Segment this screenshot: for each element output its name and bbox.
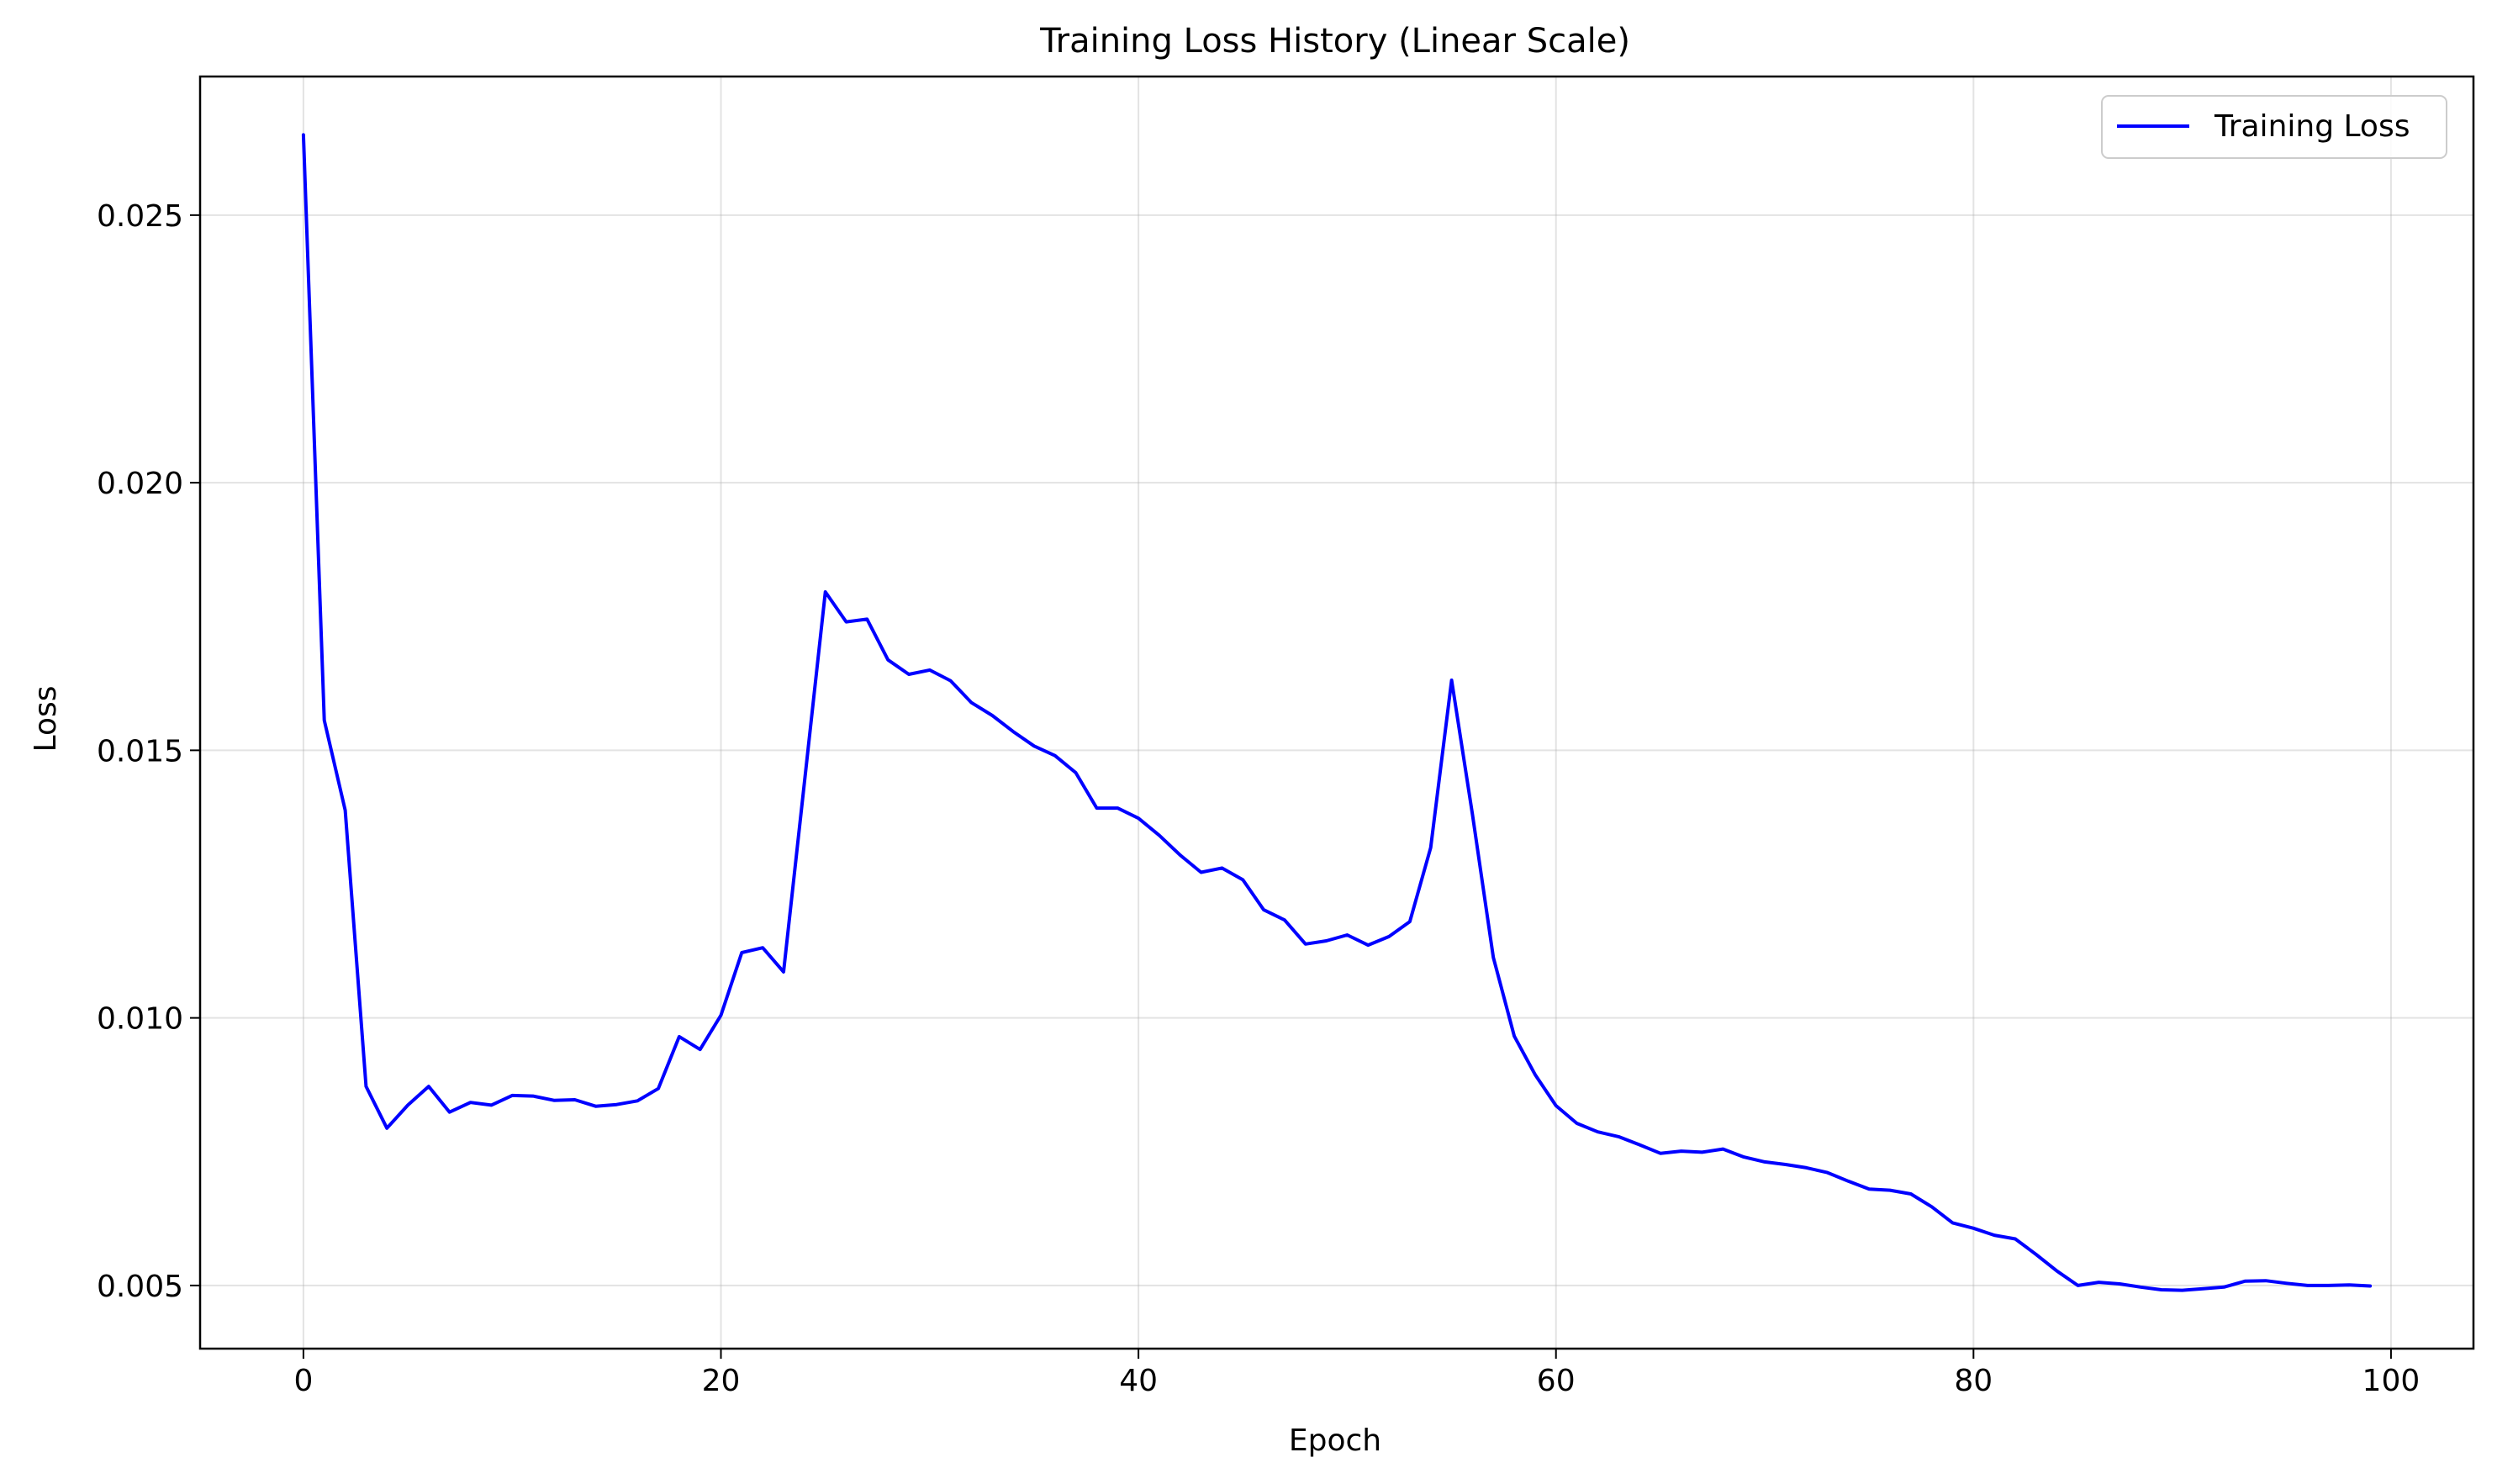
x-tick-label: 20	[702, 1364, 741, 1398]
legend: Training Loss	[2101, 95, 2447, 159]
y-tick-label: 0.025	[97, 199, 183, 234]
grid-lines	[200, 77, 2473, 1349]
x-axis-label: Epoch	[1289, 1423, 1381, 1458]
y-tick-label: 0.005	[97, 1270, 183, 1304]
chart-title: Training Loss History (Linear Scale)	[1039, 22, 1630, 61]
series-line-training-loss	[301, 133, 2373, 1292]
x-tick-label: 60	[1537, 1364, 1576, 1398]
plot-lines	[301, 133, 2373, 1292]
axis-ticks: 0 20 40 60 80 100 0.005 0.010 0.015 0.020 0.025	[97, 199, 2420, 1398]
y-tick-label: 0.020	[97, 467, 183, 501]
y-tick-label: 0.010	[97, 1002, 183, 1037]
x-tick-label: 0	[293, 1364, 313, 1398]
x-tick-label: 100	[2362, 1364, 2420, 1398]
legend-box	[2101, 95, 2447, 159]
y-axis-label: Loss	[29, 686, 63, 753]
legend-label-training-loss: Training Loss	[2214, 109, 2410, 144]
y-tick-label: 0.015	[97, 734, 183, 768]
x-tick-label: 40	[1119, 1364, 1158, 1398]
axes-frame	[198, 75, 2475, 1350]
x-tick-label: 80	[1954, 1364, 1993, 1398]
